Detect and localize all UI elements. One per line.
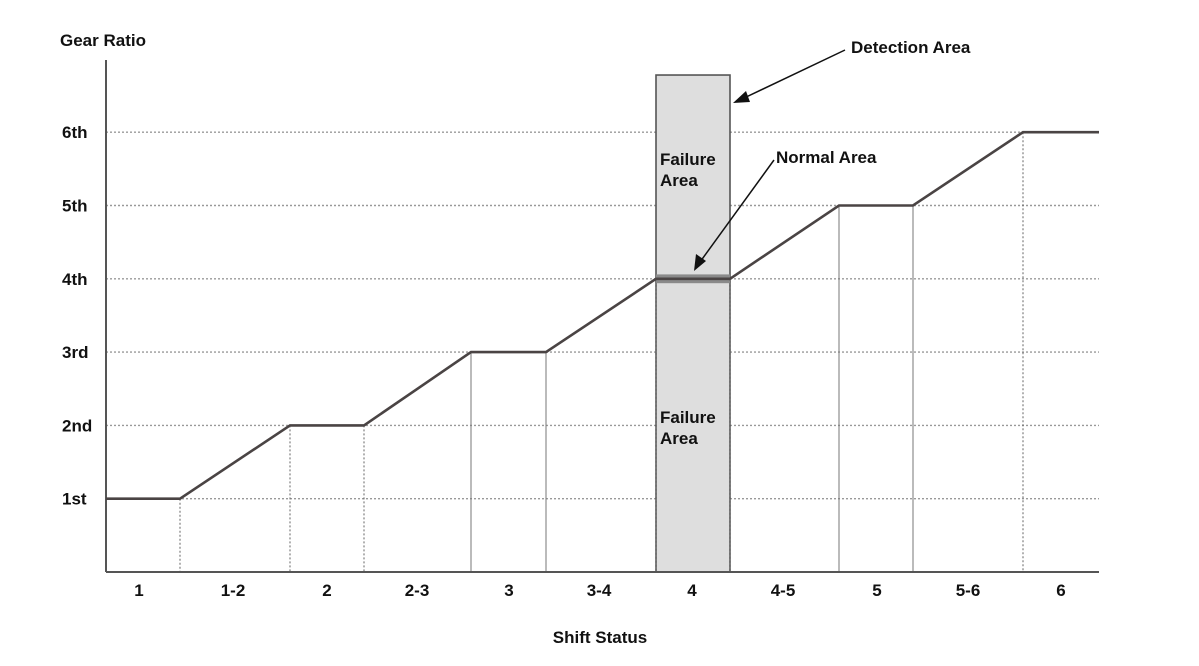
- annotations: Detection Area Normal Area Failure Area …: [660, 38, 971, 448]
- vertical-guides: [179, 132, 1024, 572]
- normal-area-arrow: [699, 159, 775, 263]
- y-tick-label-2nd: 2nd: [62, 416, 92, 435]
- y-tick-label-1st: 1st: [62, 490, 87, 509]
- y-axis-title: Gear Ratio: [60, 31, 146, 50]
- detection-area-label: Detection Area: [851, 38, 971, 57]
- x-tick-label-4-5: 4-5: [771, 581, 796, 600]
- failure-area-upper-label-2: Area: [660, 171, 698, 190]
- detection-area-rect: [655, 74, 731, 573]
- x-tick-label-5: 5: [872, 581, 881, 600]
- failure-area-lower-label-1: Failure: [660, 408, 716, 427]
- y-tick-label-4th: 4th: [62, 270, 88, 289]
- x-tick-label-2-3: 2-3: [405, 581, 430, 600]
- normal-area-arrowhead: [694, 254, 706, 271]
- normal-area-label: Normal Area: [776, 148, 877, 167]
- failure-area-lower-label-2: Area: [660, 429, 698, 448]
- x-tick-label-4: 4: [687, 581, 697, 600]
- y-tick-label-5th: 5th: [62, 197, 88, 216]
- x-tick-label-2: 2: [322, 581, 331, 600]
- x-tick-label-3: 3: [504, 581, 513, 600]
- y-tick-label-6th: 6th: [62, 123, 88, 142]
- axes: [105, 60, 1099, 573]
- x-axis-title: Shift Status: [553, 628, 647, 647]
- x-tick-label-5-6: 5-6: [956, 581, 981, 600]
- gear-ratio-line: [106, 130, 1099, 500]
- failure-area-upper-label-1: Failure: [660, 150, 716, 169]
- x-tick-label-6: 6: [1056, 581, 1065, 600]
- detection-area-group: [655, 74, 731, 573]
- x-tick-label-1: 1: [134, 581, 143, 600]
- grid-lines: [106, 131, 1099, 500]
- detection-area-arrowhead: [733, 91, 750, 103]
- detection-area-arrow: [741, 49, 846, 100]
- series-group: [106, 130, 1099, 500]
- y-tick-label-3rd: 3rd: [62, 343, 88, 362]
- x-tick-label-1-2: 1-2: [221, 581, 246, 600]
- x-tick-label-3-4: 3-4: [587, 581, 612, 600]
- tick-labels: 1st 2nd 3rd 4th 5th 6th 1 1-2 2 2-3 3 3-4 4 4-5 5 5-6 6: [62, 123, 1066, 600]
